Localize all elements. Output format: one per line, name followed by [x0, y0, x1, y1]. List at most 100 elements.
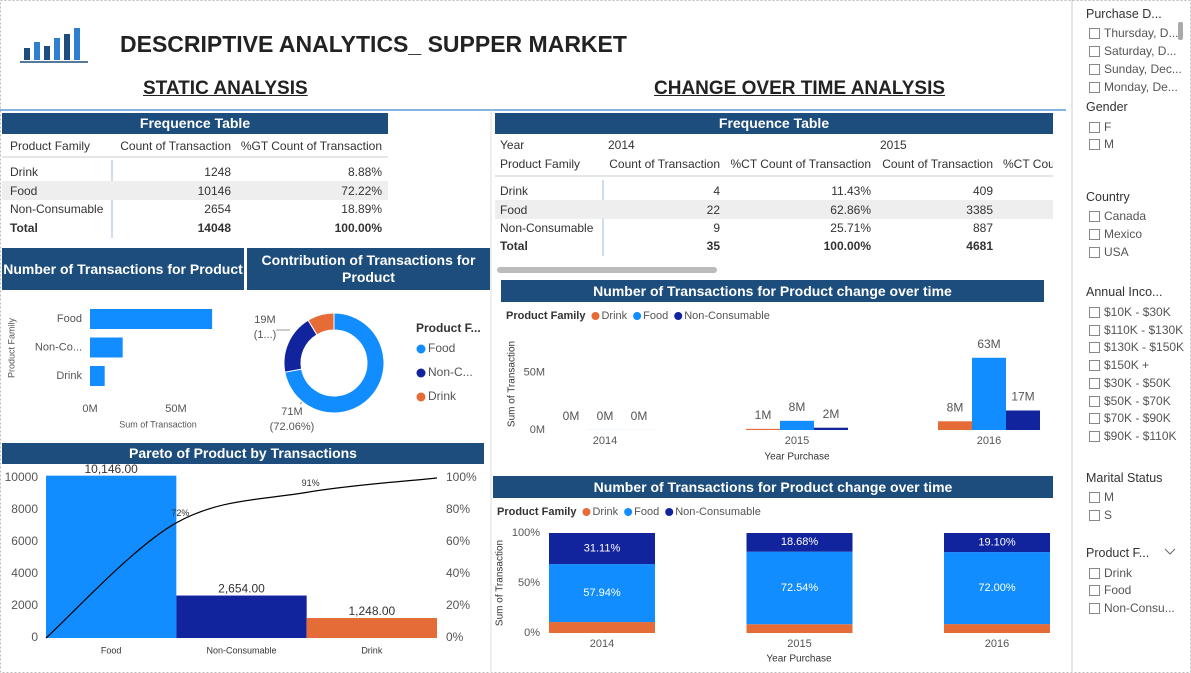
bar-segment	[944, 533, 1050, 553]
checkbox[interactable]	[1089, 64, 1100, 75]
checkbox[interactable]	[1089, 247, 1100, 258]
checkbox[interactable]	[1089, 324, 1100, 336]
table-cell: 18.89%	[341, 202, 382, 217]
legend-marker	[674, 312, 683, 320]
y-tick-label: 100%	[512, 527, 540, 539]
bar	[90, 337, 123, 358]
y2-tick-label: 20%	[446, 598, 470, 612]
scrollbar[interactable]	[1178, 22, 1183, 40]
slicer-item[interactable]: Mexico	[1104, 227, 1143, 241]
data-label: 1M	[755, 408, 772, 422]
slicer-item[interactable]: Saturday, D...	[1104, 44, 1177, 58]
slicer-item[interactable]: $10K - $30K	[1104, 305, 1171, 319]
y-tick-label: 10000	[5, 470, 39, 484]
x-axis-title: Year Purchase	[764, 452, 830, 463]
section-title: CHANGE OVER TIME ANALYSIS	[654, 78, 946, 99]
legend-entry: Non-Consumable	[675, 506, 761, 518]
data-label: 0M	[597, 409, 614, 423]
table-cell: 887	[972, 221, 993, 235]
checkbox[interactable]	[1089, 510, 1100, 521]
y-tick-label: 4000	[11, 566, 38, 580]
x-axis-title: Sum of Transaction	[119, 419, 197, 429]
column-header: Count of Transaction	[609, 157, 720, 171]
bar	[972, 357, 1006, 430]
slicer-item[interactable]: Monday, De...	[1104, 80, 1178, 94]
donut-slice	[307, 312, 335, 336]
slicer-item[interactable]: Food	[1104, 583, 1132, 597]
table-cell: Non-Consumable	[10, 202, 104, 217]
checkbox[interactable]	[1089, 82, 1100, 93]
bar-segment	[746, 533, 853, 552]
slicer-title: Gender	[1086, 100, 1128, 114]
slicer-item[interactable]: F	[1104, 120, 1112, 134]
checkbox[interactable]	[1089, 342, 1100, 354]
checkbox[interactable]	[1089, 395, 1100, 407]
x-tick-label: 0M	[82, 403, 97, 415]
y-tick-label: 50%	[518, 577, 540, 589]
bar	[306, 618, 437, 638]
checkbox[interactable]	[1089, 122, 1100, 133]
slicer-item[interactable]: Canada	[1104, 209, 1147, 223]
slicer-item[interactable]: USA	[1104, 245, 1129, 259]
checkbox[interactable]	[1089, 307, 1100, 318]
slicer-item[interactable]: Drink	[1104, 566, 1133, 580]
checkbox[interactable]	[1089, 492, 1100, 503]
table-cell: 22	[706, 202, 720, 217]
chart-header: Pareto of Product by Transactions	[2, 443, 484, 464]
checkbox[interactable]	[1089, 229, 1100, 240]
slicer-item[interactable]: S	[1104, 508, 1113, 522]
legend-marker	[624, 508, 633, 516]
table-cell: 4	[713, 184, 720, 198]
slicer-item[interactable]: $30K - $50K	[1104, 376, 1171, 390]
total-cell: Total	[10, 221, 38, 235]
checkbox[interactable]	[1089, 139, 1100, 150]
table-header: Frequence Table	[495, 113, 1053, 134]
slicer-item[interactable]: $150K +	[1104, 358, 1150, 372]
legend-entry: Non-C...	[428, 365, 473, 379]
donut-slice	[284, 312, 385, 414]
checkbox[interactable]	[1089, 360, 1100, 371]
slicer-item[interactable]: $110K - $130K	[1104, 322, 1184, 337]
bar	[46, 475, 177, 638]
scrollbar[interactable]	[497, 267, 717, 273]
checkbox[interactable]	[1089, 211, 1100, 222]
slicer-item[interactable]: Sunday, Dec...	[1104, 62, 1182, 76]
slicer-item[interactable]: $50K - $70K	[1104, 393, 1171, 408]
bar-segment	[944, 552, 1050, 625]
table-cell: Non-Consumable	[500, 221, 594, 235]
checkbox[interactable]	[1089, 378, 1100, 389]
checkbox[interactable]	[1089, 568, 1100, 579]
legend-title: Product Family	[497, 506, 577, 518]
data-label: 2M	[823, 407, 840, 421]
bar	[780, 420, 814, 430]
y-axis-title: Sum of Transaction	[495, 540, 506, 626]
data-label: 10,146.00	[84, 462, 138, 476]
slicer-item[interactable]: M	[1104, 490, 1114, 504]
slicer-item[interactable]: M	[1104, 137, 1114, 151]
slicer-item[interactable]: $90K - $110K	[1104, 429, 1177, 443]
slicer-item[interactable]: Thursday, D...	[1104, 26, 1179, 40]
legend-entry: Drink	[428, 389, 457, 403]
data-label: 72.00%	[978, 582, 1016, 594]
slicer-item[interactable]: $130K - $150K	[1104, 340, 1185, 355]
line-lead-in	[45, 522, 177, 639]
checkbox[interactable]	[1089, 603, 1100, 614]
bar-segment	[944, 624, 1050, 633]
data-label: 91%	[302, 478, 320, 488]
table-cell: 8.88%	[347, 165, 382, 179]
column-header: Product Family	[500, 157, 581, 171]
checkbox[interactable]	[1089, 46, 1100, 57]
chevron[interactable]	[1164, 548, 1176, 555]
legend-entry: Drink	[601, 310, 627, 322]
checkbox[interactable]	[1089, 431, 1100, 442]
slicer-item[interactable]: Non-Consu...	[1104, 601, 1175, 615]
table-header: Frequence Table	[2, 113, 388, 134]
table-viewport: Year 2014 2015 Product Family Count of Trans…	[495, 138, 1053, 253]
checkbox[interactable]	[1089, 585, 1100, 596]
slicer-item[interactable]: $70K - $90K	[1104, 411, 1171, 425]
total-cell: 100.00%	[823, 239, 871, 253]
column-header: Count of Transaction	[120, 139, 231, 153]
checkbox[interactable]	[1089, 28, 1100, 39]
checkbox[interactable]	[1089, 413, 1100, 424]
table-cell: 9	[713, 221, 720, 235]
